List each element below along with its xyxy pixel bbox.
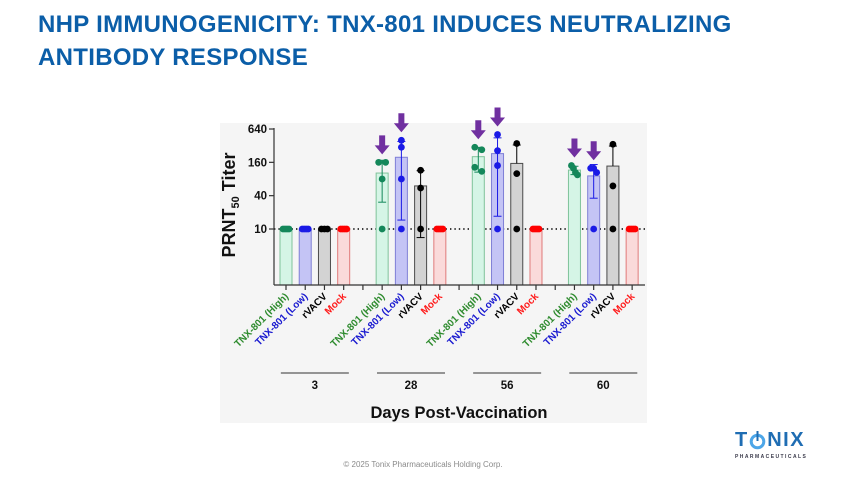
data-point xyxy=(378,225,386,233)
data-point xyxy=(609,182,617,190)
logo-prefix: T xyxy=(735,428,749,451)
down-arrow-icon xyxy=(393,113,409,133)
down-arrow-icon xyxy=(490,107,506,127)
data-point xyxy=(397,143,405,151)
logo-suffix: NIX xyxy=(767,428,806,451)
data-point xyxy=(494,162,501,169)
data-point xyxy=(304,225,312,233)
data-point xyxy=(513,170,521,178)
down-arrow-icon xyxy=(566,138,582,158)
bar-mock-day-56 xyxy=(529,228,543,286)
down-arrow-icon xyxy=(374,135,390,155)
data-point xyxy=(397,225,405,233)
data-point xyxy=(609,225,617,233)
bar-tnx-801-low--day-3 xyxy=(298,228,312,286)
x-category-label: Mock xyxy=(323,291,349,317)
x-axis-title: Days Post-Vaccination xyxy=(371,404,548,422)
data-point xyxy=(397,136,405,144)
logo-tagline: PHARMACEUTICALS xyxy=(735,454,808,460)
bar-mock-day-3 xyxy=(337,228,351,286)
y-axis-title-suffix: Titer xyxy=(219,153,239,197)
down-arrow-icon xyxy=(470,120,486,140)
bar-mock-day-28 xyxy=(433,228,447,286)
data-point xyxy=(494,131,501,138)
y-tick-label: 640 xyxy=(248,124,267,136)
slide-title: NHP IMMUNOGENICITY: TNX-801 INDUCES NEUT… xyxy=(38,11,732,71)
x-category-label: Mock xyxy=(419,291,445,317)
data-point xyxy=(593,169,601,176)
y-axis-title-prefix: PRNT xyxy=(219,208,239,257)
data-point xyxy=(439,225,447,233)
data-point xyxy=(513,225,521,233)
x-category-label: Mock xyxy=(611,291,637,317)
day-group-label: 56 xyxy=(501,380,514,392)
y-tick-label: 10 xyxy=(254,224,267,236)
data-point xyxy=(478,146,486,154)
error-bar xyxy=(512,144,521,164)
bar-tnx-801-high--day-3 xyxy=(279,228,293,286)
data-point xyxy=(609,140,617,148)
data-point xyxy=(590,225,598,233)
power-o-icon xyxy=(749,430,766,450)
data-point xyxy=(513,140,521,147)
day-group-label: 28 xyxy=(405,380,418,392)
data-point xyxy=(343,225,351,233)
data-point xyxy=(324,225,331,233)
down-arrow-icon xyxy=(586,141,602,161)
data-point xyxy=(471,163,479,171)
data-point xyxy=(417,225,425,233)
logo-wordmark: T NIX xyxy=(735,429,810,451)
data-point xyxy=(417,184,425,192)
data-point xyxy=(471,143,479,151)
data-point xyxy=(631,225,639,233)
data-point xyxy=(382,158,390,166)
y-tick-label: 40 xyxy=(254,191,267,203)
data-point xyxy=(378,175,386,183)
bar-tnx-801-high--day-60 xyxy=(567,169,581,286)
y-axis-title-subscript: 50 xyxy=(230,196,242,208)
bar-rvacv-day-3 xyxy=(317,228,331,286)
data-point xyxy=(574,171,581,179)
bar-rvacv-day-56 xyxy=(510,162,524,286)
data-point xyxy=(285,225,293,233)
data-point xyxy=(417,166,425,174)
copyright-footer: © 2025 Tonix Pharmaceuticals Holding Cor… xyxy=(343,460,503,469)
bar-mock-day-60 xyxy=(625,228,639,286)
data-point xyxy=(478,167,486,175)
y-tick-label: 160 xyxy=(248,157,267,169)
day-group-label: 3 xyxy=(312,380,318,392)
y-axis-title: PRNT50 Titer xyxy=(219,153,242,258)
x-category-label: Mock xyxy=(515,291,541,317)
data-point xyxy=(375,158,383,166)
error-bar xyxy=(608,145,617,167)
data-point xyxy=(397,175,405,183)
data-point xyxy=(535,225,543,233)
data-point xyxy=(494,147,501,155)
day-group-label: 60 xyxy=(597,380,610,392)
bar-tnx-801-high--day-56 xyxy=(471,156,485,286)
data-point xyxy=(494,225,501,233)
tonix-logo: T NIX PHARMACEUTICALS xyxy=(735,429,810,461)
